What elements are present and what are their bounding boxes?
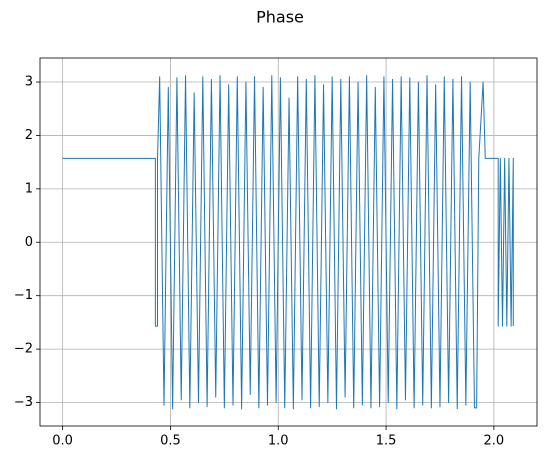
x-tick-label: 1.5: [376, 434, 397, 449]
y-tick-label: 0: [25, 235, 33, 250]
y-tick-label: −3: [14, 395, 33, 410]
y-tick-label: 3: [25, 75, 33, 90]
y-tick-label: 2: [25, 128, 33, 143]
y-tick-label: −1: [14, 288, 33, 303]
plot-frame: [39, 57, 538, 427]
data-line: [62, 75, 514, 410]
x-tick-label: 0.0: [52, 434, 73, 449]
chart-title: Phase: [256, 8, 304, 27]
x-tick-label: 0.5: [160, 434, 181, 449]
y-tick-label: −2: [14, 342, 33, 357]
y-tick-label: 1: [25, 181, 33, 196]
x-tick-label: 1.0: [268, 434, 289, 449]
x-tick-label: 2.0: [484, 434, 505, 449]
